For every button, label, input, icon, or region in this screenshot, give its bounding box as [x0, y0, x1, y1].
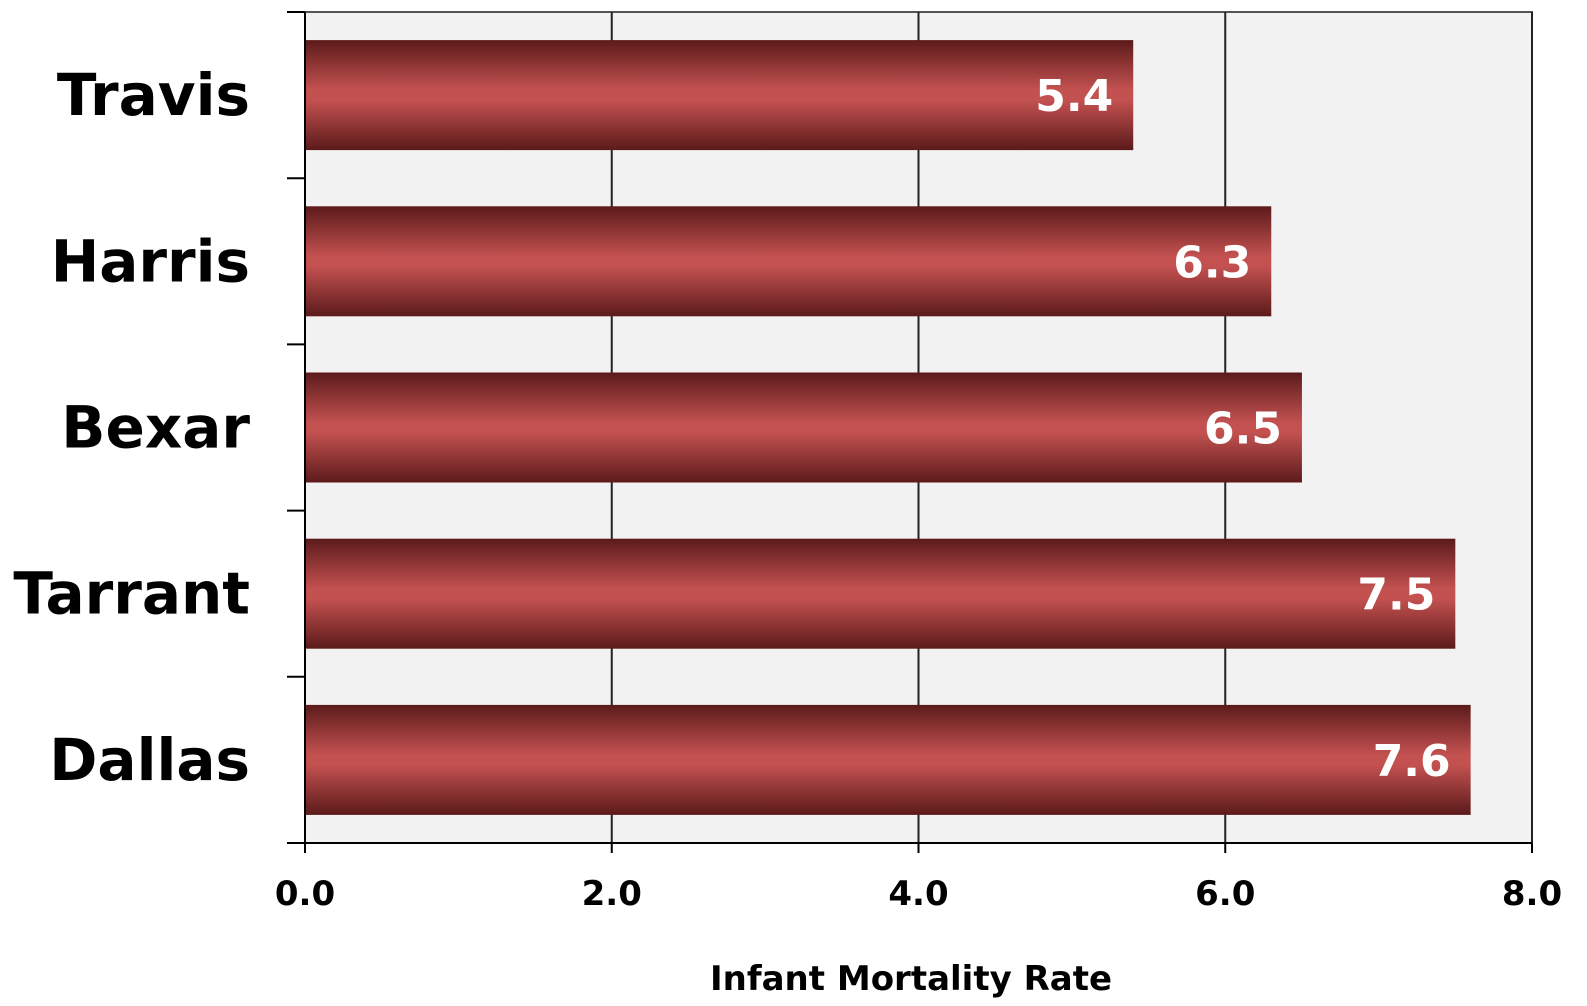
- data-label: 6.5: [1204, 404, 1282, 455]
- category-label: Harris: [51, 227, 250, 295]
- data-label: 5.4: [1035, 71, 1113, 122]
- bar-harris: [305, 206, 1271, 316]
- bar-bexar: [305, 373, 1302, 483]
- x-tick-label: 8.0: [1502, 874, 1562, 914]
- x-tick-label: 6.0: [1195, 874, 1255, 914]
- data-label: 7.5: [1357, 570, 1435, 621]
- category-label: Tarrant: [13, 560, 250, 628]
- x-tick-label: 2.0: [582, 874, 642, 914]
- data-label: 7.6: [1373, 736, 1451, 787]
- category-label: Dallas: [49, 726, 250, 794]
- x-tick-label: 4.0: [888, 874, 948, 914]
- x-axis-title: Infant Mortality Rate: [710, 959, 1112, 999]
- bar-tarrant: [305, 539, 1455, 649]
- category-label: Travis: [57, 61, 250, 129]
- x-tick-label: 0.0: [275, 874, 335, 914]
- category-label: Bexar: [61, 394, 250, 462]
- data-label: 6.3: [1173, 237, 1251, 288]
- bar-travis: [305, 40, 1133, 150]
- bar-dallas: [305, 705, 1471, 815]
